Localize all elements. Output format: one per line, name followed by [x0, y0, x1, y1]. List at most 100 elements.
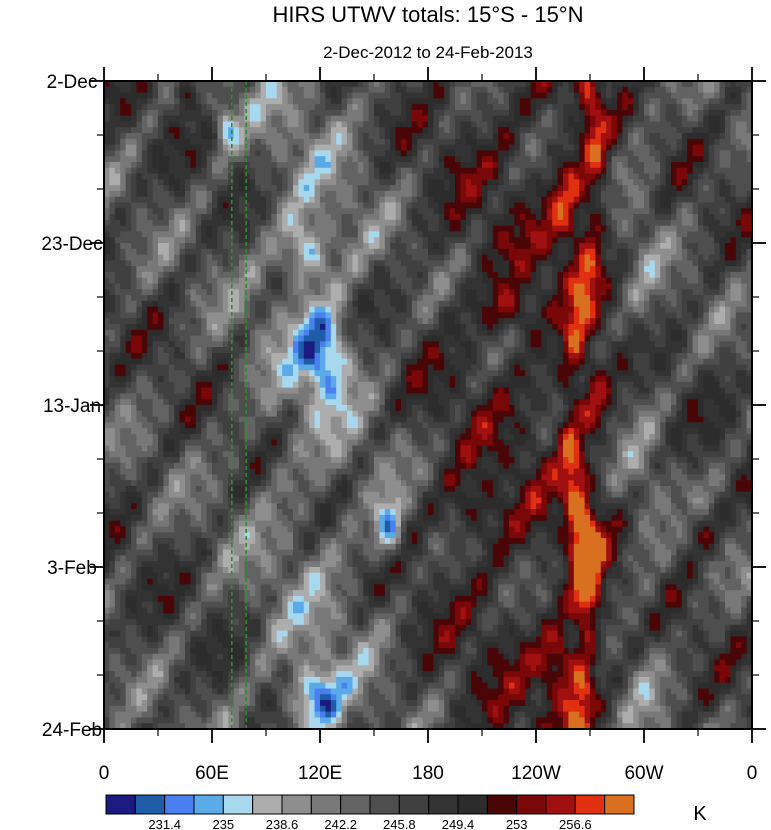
field-cell-3132 [168, 231, 175, 238]
field-cell-1393 [498, 144, 505, 152]
field-cell-4398 [525, 289, 532, 296]
field-cell-984 [233, 127, 240, 134]
field-cell-208 [579, 86, 586, 94]
field-cell-4982 [438, 318, 445, 325]
field-cell-4944 [233, 318, 240, 325]
field-cell-2663 [228, 208, 235, 215]
field-cell-3280 [320, 237, 326, 244]
field-cell-1087 [141, 133, 148, 140]
field-cell-2130 [590, 179, 596, 186]
field-cell-1338 [201, 144, 208, 152]
field-cell-294 [395, 92, 402, 99]
field-cell-4917 [735, 312, 742, 319]
field-cell-1413 [606, 144, 613, 152]
field-cell-3463 [660, 243, 667, 250]
field-cell-512 [276, 104, 283, 111]
field-cell-933 [606, 121, 613, 128]
field-cell-2422 [222, 196, 229, 204]
field-cell-2486 [568, 196, 575, 204]
field-cell-4454 [179, 295, 186, 302]
field-cell-4611 [379, 300, 386, 308]
field-cell-1146 [460, 133, 467, 140]
field-cell-105 [671, 81, 677, 88]
field-cell-4518 [525, 295, 532, 302]
field-cell-2977 [627, 219, 634, 227]
field-cell-2726 [568, 208, 575, 215]
field-cell-4324 [125, 289, 132, 296]
field-cell-3262 [222, 237, 229, 244]
field-cell-3401 [325, 243, 332, 250]
field-cell-3841 [109, 266, 116, 273]
field-cell-1341 [217, 144, 224, 152]
field-cell-2557 [303, 202, 310, 209]
field-cell-2318 [309, 190, 316, 198]
field-cell-4174 [611, 277, 618, 285]
field-cell-677 [519, 109, 526, 117]
field-cell-3628 [255, 254, 262, 261]
field-cell-1555 [725, 150, 731, 157]
field-cell-1905 [671, 167, 677, 175]
field-cell-1150 [482, 133, 488, 140]
field-cell-2730 [590, 208, 596, 215]
field-cell-68 [471, 81, 478, 88]
field-cell-2924 [341, 219, 348, 227]
field-cell-2429 [260, 196, 267, 204]
field-cell-2955 [509, 219, 515, 227]
field-cell-3647 [357, 254, 364, 261]
field-cell-4281 [541, 283, 548, 290]
field-cell-958 [741, 121, 748, 128]
field-cell-1978 [417, 173, 424, 180]
field-cell-1893 [606, 167, 613, 175]
field-cell-1138 [417, 133, 424, 140]
field-cell-1934 [179, 173, 186, 180]
field-cell-4700 [212, 306, 218, 314]
field-cell-1335 [185, 144, 191, 152]
field-cell-4244 [341, 283, 348, 290]
field-cell-2207 [357, 185, 364, 192]
field-cell-138 [201, 86, 208, 94]
field-cell-1987 [465, 173, 472, 180]
field-cell-562 [546, 104, 553, 111]
field-cell-802 [546, 115, 553, 123]
field-cell-816 [622, 115, 629, 123]
field-cell-3974 [179, 271, 186, 279]
field-cell-4544 [665, 295, 672, 302]
field-cell-1181 [649, 133, 656, 140]
field-cell-3631 [271, 254, 278, 261]
field-cell-28 [255, 81, 262, 88]
field-cell-4027 [465, 271, 472, 279]
field-cell-3076 [514, 225, 521, 233]
field-cell-2133 [606, 179, 613, 186]
field-cell-220 [644, 86, 650, 94]
field-cell-1914 [719, 167, 726, 175]
field-cell-2240 [536, 185, 542, 192]
field-cell-1299 [638, 138, 645, 146]
field-cell-4300 [644, 283, 650, 290]
field-cell-4693 [174, 306, 181, 314]
field-cell-2927 [357, 219, 364, 227]
field-cell-4259 [422, 283, 429, 290]
field-cell-4455 [185, 295, 191, 302]
field-cell-3886 [352, 266, 359, 273]
field-cell-566 [568, 104, 575, 111]
field-cell-3072 [492, 225, 499, 233]
field-cell-2346 [460, 190, 467, 198]
field-cell-4789 [692, 306, 699, 314]
field-cell-4370 [374, 289, 380, 296]
field-cell-4830 [266, 312, 272, 319]
field-cell-3238 [741, 231, 748, 238]
field-cell-1024 [449, 127, 456, 134]
field-cell-1880 [536, 167, 542, 175]
field-cell-3043 [336, 225, 343, 233]
field-cell-1424 [665, 144, 672, 152]
field-cell-3624 [233, 254, 240, 261]
field-cell-3492 [168, 248, 175, 256]
field-cell-2631 [703, 202, 710, 209]
field-cell-1681 [109, 162, 116, 169]
field-cell-3794 [503, 260, 510, 267]
field-cell-3129 [152, 231, 159, 238]
field-cell-1094 [179, 133, 186, 140]
field-cell-2954 [503, 219, 510, 227]
field-cell-356 [730, 92, 737, 99]
field-cell-2781 [217, 214, 224, 221]
